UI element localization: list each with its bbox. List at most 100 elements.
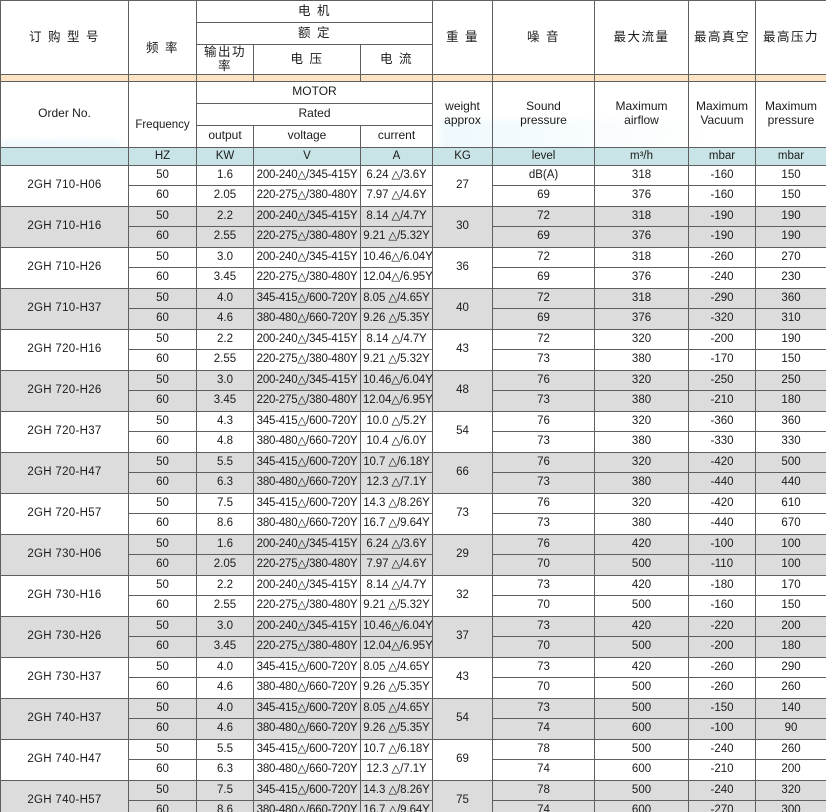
unit-airflow: m³/h [594, 146, 690, 166]
cell-voltage: 200-240△/345-415Y [253, 205, 361, 228]
cell-max-airflow: 500 [594, 779, 690, 802]
cell-weight: 29 [432, 533, 494, 576]
cell-sound-pressure: 76 [492, 451, 596, 474]
cell-frequency: 50 [128, 205, 197, 228]
header-cn-max-airflow: 最大流量 [594, 0, 690, 75]
cell-voltage: 200-240△/345-415Y [253, 533, 361, 556]
cell-model: 2GH 730-H16 [0, 574, 129, 617]
unit-weight: KG [432, 146, 494, 166]
cell-model: 2GH 730-H26 [0, 615, 129, 658]
cell-current: 10.0 △/5.2Y [359, 410, 434, 433]
cell-model: 2GH 740-H57 [0, 779, 129, 812]
cell-max-pressure: 100 [755, 554, 826, 576]
cell-sound-pressure: 76 [492, 410, 596, 433]
cell-sound-pressure: 70 [492, 554, 596, 576]
cell-current: 12.04△/6.95Y [359, 390, 434, 412]
cell-output-kw: 3.45 [196, 636, 254, 658]
cell-voltage: 380-480△/660-720Y [253, 677, 361, 699]
cell-current: 12.04△/6.95Y [359, 636, 434, 658]
cell-voltage: 220-275△/380-480Y [253, 226, 361, 248]
cell-output-kw: 6.3 [196, 759, 254, 781]
cell-voltage: 380-480△/660-720Y [253, 759, 361, 781]
cell-weight: 40 [432, 287, 494, 330]
cell-output-kw: 3.45 [196, 390, 254, 412]
cell-sound-pressure: 76 [492, 533, 596, 556]
cell-max-pressure: 150 [755, 185, 826, 207]
cell-sound-pressure: 69 [492, 226, 596, 248]
cell-model: 2GH 720-H37 [0, 410, 129, 453]
cell-max-vacuum: -320 [688, 308, 757, 330]
cell-max-vacuum: -110 [688, 554, 757, 576]
cell-output-kw: 2.55 [196, 349, 254, 371]
separator-cell-5 [359, 73, 434, 82]
header-en-vacuum-line1: Maximum [696, 99, 749, 114]
header-row-en-2: Frequency Rated [1, 102, 826, 148]
cell-voltage: 220-275△/380-480Y [253, 185, 361, 207]
table-row: 2GH 710-H37 50 4.0 345-415△/600-720Y 8.05 △/… [0, 287, 826, 330]
table-row: 2GH 720-H26 50 3.0 200-240△/345-415Y 10.46△/… [0, 369, 826, 412]
cell-model: 2GH 720-H57 [0, 492, 129, 535]
table-row: 2GH 710-H26 50 3.0 200-240△/345-415Y 10.46△/… [0, 246, 826, 289]
cell-weight: 73 [432, 492, 494, 535]
cell-voltage: 345-415△/600-720Y [253, 779, 361, 802]
cell-frequency: 50 [128, 533, 197, 556]
cell-current: 10.46△/6.04Y [359, 615, 434, 638]
cell-output-kw: 6.3 [196, 472, 254, 494]
cell-max-vacuum: -200 [688, 328, 757, 351]
cell-voltage: 200-240△/345-415Y [253, 328, 361, 351]
cell-voltage: 200-240△/345-415Y [253, 369, 361, 392]
header-en-current: current [359, 124, 434, 148]
cell-max-airflow: 380 [594, 390, 690, 412]
cell-weight: 75 [432, 779, 494, 812]
cell-weight: 43 [432, 656, 494, 699]
cell-voltage: 380-480△/660-720Y [253, 800, 361, 812]
cell-max-vacuum: -240 [688, 267, 757, 289]
cell-current: 7.97 △/4.6Y [359, 185, 434, 207]
cell-sound-pressure: 73 [492, 513, 596, 535]
header-en-order-no: Order No. [0, 80, 129, 148]
cell-max-pressure: 200 [755, 759, 826, 781]
cell-voltage: 345-415△/600-720Y [253, 492, 361, 515]
cell-sound-pressure: 73 [492, 390, 596, 412]
cell-max-vacuum: -360 [688, 410, 757, 433]
cell-max-pressure: 140 [755, 697, 826, 720]
cell-sound-pressure: 74 [492, 718, 596, 740]
unit-voltage: V [253, 146, 361, 166]
cell-sound-pressure: 73 [492, 349, 596, 371]
cell-sound-pressure: 69 [492, 267, 596, 289]
cell-current: 10.7 △/6.18Y [359, 738, 434, 761]
units-row: HZ KW V A KG level m³/h mbar mbar [0, 146, 826, 166]
cell-model: 2GH 740-H47 [0, 738, 129, 781]
cell-frequency: 60 [128, 185, 197, 207]
header-separator-band [0, 73, 826, 82]
cell-sound-pressure: 74 [492, 800, 596, 812]
cell-weight: 36 [432, 246, 494, 289]
cell-voltage: 220-275△/380-480Y [253, 595, 361, 617]
cell-output-kw: 4.0 [196, 656, 254, 679]
header-row-cn-1: 订 购 型 号 电 机 重 量 噪 音 最大流量 最高真空 最高压力 [0, 0, 826, 75]
cell-voltage: 345-415△/600-720Y [253, 697, 361, 720]
cell-max-vacuum: -260 [688, 246, 757, 269]
cell-frequency: 60 [128, 554, 197, 576]
cell-max-pressure: 180 [755, 390, 826, 412]
cell-current: 8.05 △/4.65Y [359, 656, 434, 679]
cell-sound-pressure: 73 [492, 615, 596, 638]
cell-sound-pressure: 72 [492, 246, 596, 269]
cell-output-kw: 4.0 [196, 287, 254, 310]
cell-max-airflow: 318 [594, 205, 690, 228]
separator-cell-10 [755, 73, 826, 82]
cell-output-kw: 1.6 [196, 164, 254, 187]
cell-max-vacuum: -420 [688, 451, 757, 474]
cell-max-pressure: 310 [755, 308, 826, 330]
table-row: 2GH 730-H16 50 2.2 200-240△/345-415Y 8.14 △/… [0, 574, 826, 617]
cell-voltage: 200-240△/345-415Y [253, 574, 361, 597]
cell-current: 9.21 △/5.32Y [359, 226, 434, 248]
cell-current: 8.14 △/4.7Y [359, 205, 434, 228]
cell-voltage: 345-415△/600-720Y [253, 656, 361, 679]
cell-max-airflow: 380 [594, 513, 690, 535]
cell-sound-pressure: 73 [492, 574, 596, 597]
cell-max-vacuum: -180 [688, 574, 757, 597]
cell-max-airflow: 500 [594, 697, 690, 720]
cell-model: 2GH 720-H16 [0, 328, 129, 371]
